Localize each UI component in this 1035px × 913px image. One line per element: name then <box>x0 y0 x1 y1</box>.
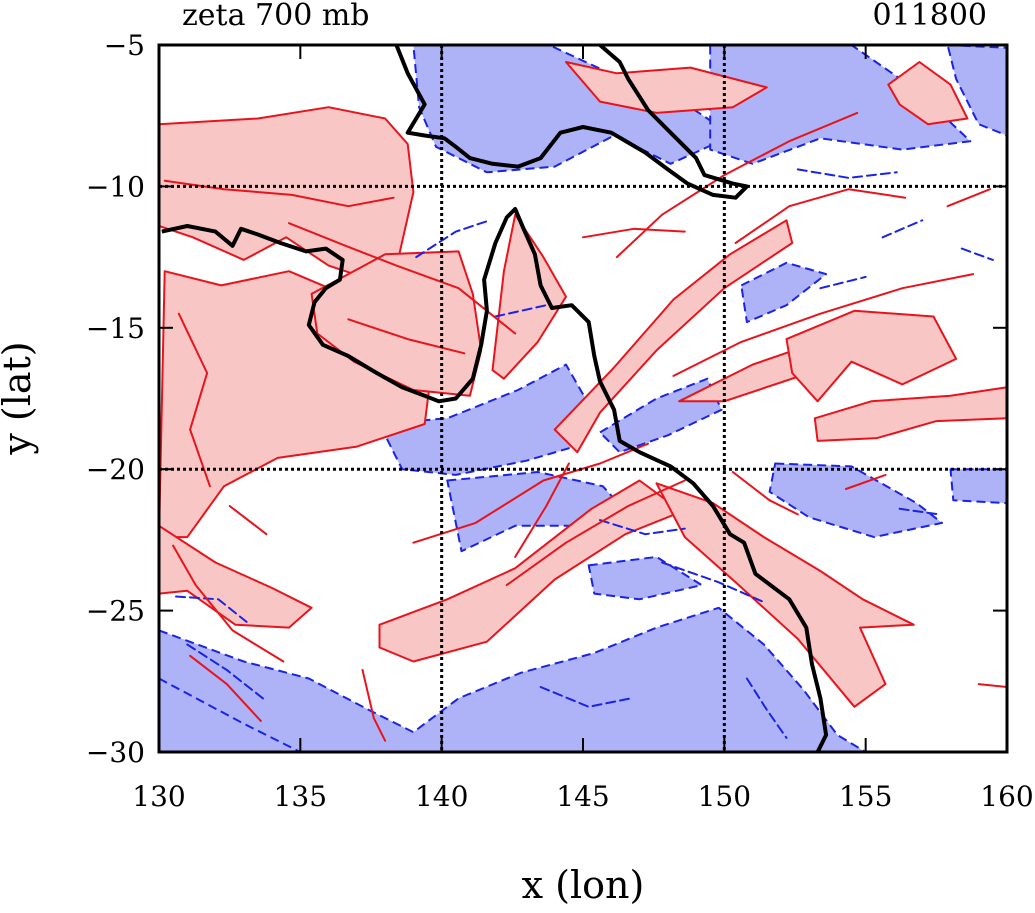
positive-vorticity-region <box>785 309 958 403</box>
negative-vorticity-contour <box>175 595 248 623</box>
positive-vorticity-contour <box>288 222 517 335</box>
positive-vorticity-contour <box>228 505 268 536</box>
positive-vorticity-contour <box>412 442 649 544</box>
y-axis-label: y (lat) <box>0 341 39 455</box>
negative-vorticity-contour <box>186 643 268 703</box>
negative-vorticity-contour <box>539 686 633 708</box>
y-tick-label: −5 <box>104 29 145 62</box>
negative-vorticity-contour <box>745 677 788 739</box>
positive-vorticity-contour <box>672 273 975 377</box>
negative-vorticity-contour <box>960 247 994 261</box>
positive-vorticity-region <box>887 61 969 126</box>
negative-vorticity-region <box>740 261 828 324</box>
y-tick-label: −30 <box>86 736 145 769</box>
x-tick-label: 145 <box>556 780 609 813</box>
negative-vorticity-region <box>159 606 867 752</box>
negative-vorticity-contour <box>819 275 867 290</box>
positive-vorticity-contour <box>505 479 686 587</box>
negative-vorticity-region <box>946 45 1007 137</box>
positive-vorticity-contour <box>189 654 262 722</box>
map-title-right: 011800 <box>872 0 987 33</box>
positive-vorticity-contour <box>734 188 907 244</box>
positive-vorticity-contour <box>514 462 570 558</box>
x-tick-label: 150 <box>698 780 751 813</box>
y-tick-label: −25 <box>86 595 145 628</box>
negative-vorticity-contour <box>661 561 765 604</box>
positive-vorticity-contour <box>172 544 285 663</box>
negative-vorticity-contour <box>599 519 686 536</box>
y-tick-label: −20 <box>86 453 145 486</box>
positive-vorticity-contour <box>347 318 466 355</box>
axis-ticks: 130 135 140 145 150 155 160 −5 −10 −15 −20 −25 −30 <box>86 29 1034 813</box>
negative-vorticity-contour <box>881 219 924 239</box>
positive-vorticity-contour <box>731 471 799 516</box>
negative-vorticity-contour <box>796 168 898 179</box>
australia-coastline <box>161 207 829 752</box>
x-tick-label: 140 <box>415 780 468 813</box>
positive-vorticity-contour <box>582 227 686 239</box>
positive-vorticity-region <box>378 479 683 663</box>
positive-vorticity-region <box>159 524 313 629</box>
positive-vorticity-contour <box>177 312 211 488</box>
x-tick-label: 160 <box>980 780 1033 813</box>
positive-vorticity-contour <box>977 683 1007 688</box>
map-layer <box>159 45 1007 752</box>
y-tick-label: −15 <box>86 312 145 345</box>
negative-vorticity-contour <box>415 219 491 259</box>
x-tick-label: 135 <box>274 780 327 813</box>
positive-vorticity-region <box>553 219 794 454</box>
x-tick-label: 155 <box>839 780 892 813</box>
negative-vorticity-contour <box>494 304 548 318</box>
positive-vorticity-contour <box>844 473 887 490</box>
y-tick-label: −10 <box>86 170 145 203</box>
negative-vorticity-contour <box>898 507 941 516</box>
positive-vorticity-contour <box>361 669 387 742</box>
positive-vorticity-region <box>813 386 1007 442</box>
positive-vorticity-region <box>565 61 768 114</box>
positive-vorticity-contour <box>163 179 395 208</box>
negative-vorticity-region <box>587 555 703 601</box>
negative-vorticity-region <box>159 677 302 752</box>
positive-vorticity-region <box>491 213 567 380</box>
negative-vorticity-region <box>949 468 1007 505</box>
x-axis-label: x (lon) <box>522 863 645 907</box>
new-guinea-coastline <box>394 45 749 200</box>
positive-vorticity-contour <box>946 188 991 208</box>
map-title-left: zeta 700 mb <box>182 0 370 33</box>
negative-vorticity-region <box>768 462 943 539</box>
x-tick-label: 130 <box>132 780 185 813</box>
